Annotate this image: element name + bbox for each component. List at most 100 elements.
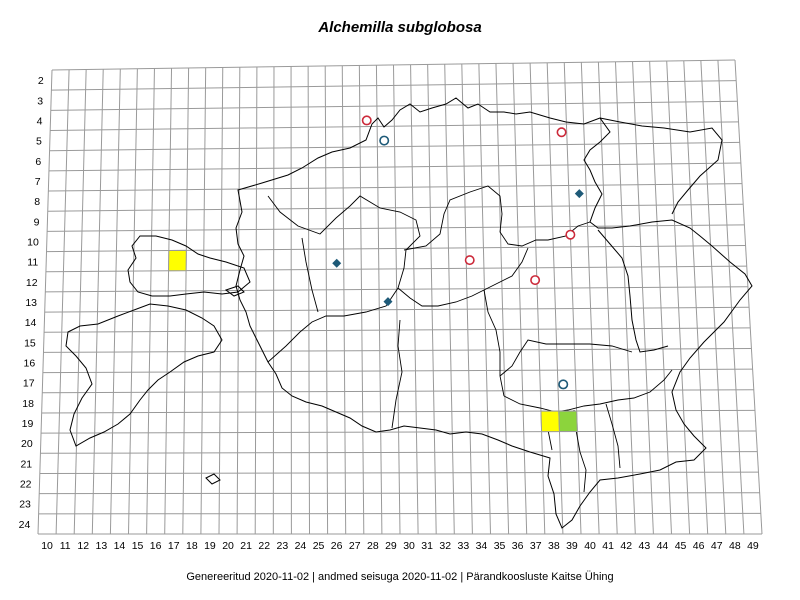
- grid-line-vertical: [683, 60, 709, 535]
- grid-line-vertical: [341, 65, 347, 535]
- grid-line-vertical: [734, 59, 763, 535]
- observation-cell: [540, 410, 560, 433]
- small-island-2: [224, 285, 245, 297]
- grid-line-vertical: [128, 68, 138, 535]
- row-label: 17: [23, 378, 35, 390]
- column-label: 33: [458, 540, 470, 552]
- grid-line-horizontal: [48, 162, 741, 172]
- grid-line-horizontal: [51, 59, 736, 71]
- hiiumaa-island: [127, 235, 251, 297]
- row-label: 9: [34, 216, 40, 228]
- row-label: 16: [23, 358, 35, 370]
- grid-line-vertical: [37, 69, 53, 535]
- row-label: 12: [26, 277, 38, 289]
- grid-line-horizontal: [49, 141, 740, 152]
- grid-line-horizontal: [44, 327, 751, 333]
- observation-symbols: [332, 115, 584, 390]
- row-label: 6: [35, 156, 41, 168]
- column-label: 13: [96, 540, 108, 552]
- column-label: 24: [295, 540, 307, 552]
- row-label: 10: [27, 236, 39, 248]
- column-label: 49: [747, 540, 759, 552]
- row-label: 8: [34, 196, 40, 208]
- grid-line-vertical: [272, 66, 275, 535]
- column-labels: 10 11 12 13 14 15 16 17 18 19 20 21 22 23 24 25 26 27 28 29…: [41, 540, 759, 552]
- grid-line-horizontal: [39, 492, 760, 495]
- column-label: 23: [277, 540, 289, 552]
- column-label: 17: [168, 540, 180, 552]
- grid-line-vertical: [164, 68, 173, 535]
- column-label: 44: [657, 540, 669, 552]
- red-circle-marker: [464, 255, 475, 266]
- footer-credits: Genereeritud 2020-11-02 | andmed seisuga…: [186, 571, 614, 583]
- diamond-marker: [383, 297, 393, 307]
- grid-line-vertical: [427, 64, 437, 535]
- column-label: 11: [60, 540, 71, 552]
- column-label: 37: [530, 540, 542, 552]
- column-label: 39: [566, 540, 578, 552]
- row-label: 2: [38, 75, 44, 87]
- grid-line-horizontal: [50, 100, 738, 111]
- row-label: 15: [24, 337, 36, 349]
- grid-line-horizontal: [41, 430, 757, 434]
- mainland-coastline: [235, 97, 753, 529]
- grid-line-vertical: [597, 61, 618, 535]
- grid-line-vertical: [236, 67, 241, 535]
- grid-line-vertical: [512, 63, 528, 535]
- column-label: 26: [331, 540, 343, 552]
- grid-line-vertical: [109, 68, 121, 535]
- grid-line-vertical: [529, 62, 546, 535]
- column-label: 18: [186, 540, 198, 552]
- grid-line-horizontal: [44, 306, 750, 313]
- column-label: 19: [204, 540, 216, 552]
- row-label: 13: [25, 297, 37, 309]
- grid-line-vertical: [563, 62, 582, 535]
- grid-line-vertical: [200, 67, 207, 535]
- grid-line-vertical: [55, 69, 70, 535]
- grid-line-vertical: [546, 62, 564, 535]
- row-label: 24: [19, 519, 31, 531]
- blue-circle-marker: [558, 379, 569, 390]
- grid-line-vertical: [478, 63, 491, 535]
- county-boundary-central: [301, 185, 591, 313]
- row-label: 3: [37, 95, 43, 107]
- grid-line-vertical: [717, 60, 745, 535]
- column-label: 43: [639, 540, 651, 552]
- grid-line-horizontal: [39, 471, 759, 474]
- grid-line-vertical: [182, 67, 190, 535]
- red-circle-marker: [565, 229, 576, 240]
- grid-line-vertical: [73, 69, 87, 535]
- ne-coast: [599, 117, 723, 215]
- blue-circle-marker: [379, 135, 390, 146]
- row-label: 20: [21, 438, 33, 450]
- column-label: 20: [222, 540, 234, 552]
- grid-line-vertical: [254, 66, 258, 535]
- column-label: 31: [421, 540, 433, 552]
- grid-line-vertical: [410, 64, 419, 535]
- column-label: 42: [620, 540, 632, 552]
- red-circle-marker: [361, 115, 372, 126]
- county-boundary-south: [391, 247, 633, 429]
- red-circle-marker: [530, 275, 541, 286]
- column-label: 25: [313, 540, 325, 552]
- grid-line-vertical: [324, 65, 329, 535]
- row-label: 11: [27, 257, 38, 269]
- column-label: 40: [584, 540, 596, 552]
- column-label: 45: [675, 540, 687, 552]
- grid-line-horizontal: [40, 451, 758, 454]
- diamond-marker: [332, 258, 342, 268]
- grid-line-horizontal: [50, 121, 739, 132]
- column-label: 38: [548, 540, 560, 552]
- row-label: 23: [19, 499, 31, 511]
- column-label: 46: [693, 540, 705, 552]
- grid-line-vertical: [649, 61, 672, 535]
- column-label: 34: [476, 540, 488, 552]
- grid-line-vertical: [218, 67, 224, 535]
- grid-line-horizontal: [46, 244, 746, 253]
- county-boundary-west: [267, 195, 421, 363]
- grid-line-vertical: [614, 61, 636, 535]
- grid-line-vertical: [307, 66, 310, 535]
- column-label: 36: [512, 540, 524, 552]
